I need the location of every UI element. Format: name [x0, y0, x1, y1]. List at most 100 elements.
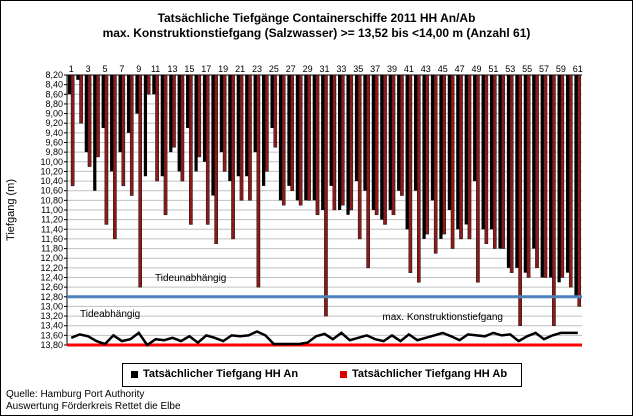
credit-text: Auswertung Förderkreis Rettet die Elbe — [6, 401, 181, 412]
y-tick-label: 13,80 — [40, 340, 63, 350]
y-tick-label: 9,80 — [45, 147, 63, 157]
bar-ab — [231, 74, 235, 240]
bar-ab — [400, 74, 404, 196]
bar-an — [338, 75, 342, 210]
y-tick-label: 12,60 — [40, 282, 63, 292]
bar-an — [354, 75, 359, 182]
bar-an — [532, 75, 536, 249]
bar-an — [177, 75, 181, 172]
x-tick-label: 25 — [269, 64, 279, 74]
bar-an — [456, 75, 460, 230]
bar-ab — [476, 74, 480, 283]
bar-ab — [214, 74, 218, 244]
bar-an — [473, 75, 477, 182]
y-tick-label: 8,20 — [45, 70, 63, 80]
x-tick-label: 1 — [69, 64, 74, 74]
bar-ab — [492, 74, 497, 249]
x-tick-label: 57 — [539, 64, 549, 74]
y-tick-label: 11,60 — [41, 234, 63, 244]
y-tick-label: 13,00 — [40, 301, 63, 311]
x-tick-label: 43 — [421, 64, 431, 74]
bar-ab — [104, 74, 109, 225]
bar-an — [489, 75, 494, 230]
bar-an — [110, 75, 114, 172]
label-tideunabhaengig: Tideunabhängig — [155, 273, 226, 284]
bar-an — [574, 75, 578, 297]
legend: Tatsächlicher Tiefgang HH An Tatsächlich… — [122, 363, 522, 387]
bar-an — [515, 75, 519, 268]
bar-ab — [146, 74, 151, 95]
x-tick-label: 51 — [488, 64, 498, 74]
x-tick-label: 29 — [303, 64, 313, 74]
legend-swatch-ab — [340, 370, 347, 378]
x-tick-label: 37 — [370, 64, 380, 74]
x-tick-label: 17 — [201, 64, 211, 74]
bar-an — [152, 75, 156, 95]
bar-ab — [96, 74, 100, 158]
y-tick-label: 10,60 — [40, 186, 63, 196]
chart-title: Tatsächliche Tiefgänge Containerschiffe … — [157, 11, 476, 25]
x-tick-label: 55 — [522, 64, 532, 74]
legend-swatch-an — [131, 370, 138, 378]
bar-ab — [79, 74, 83, 124]
y-tick-label: 8,40 — [45, 80, 63, 90]
legend-label-an: Tatsächlicher Tiefgang HH An — [143, 368, 299, 380]
bar-an — [481, 75, 485, 230]
y-tick-label: 8,60 — [45, 89, 63, 99]
bar-an — [118, 75, 122, 153]
bar-an — [329, 75, 333, 186]
bar-an — [346, 75, 350, 215]
bar-an — [202, 75, 207, 162]
bar-an — [549, 75, 553, 278]
y-tick-label: 13,40 — [40, 321, 63, 331]
bar-an — [540, 75, 544, 278]
bar-an — [312, 75, 316, 201]
bar-ab — [450, 74, 455, 249]
bar-an — [430, 75, 435, 201]
bar-ab — [197, 74, 202, 158]
bar-ab — [172, 74, 176, 148]
bar-ab — [467, 74, 472, 240]
x-tick-label: 41 — [404, 64, 414, 74]
bar-an — [439, 75, 443, 239]
bar-an — [295, 75, 300, 201]
bar-an — [84, 75, 88, 153]
bar-an — [143, 75, 148, 177]
bar-an — [76, 75, 80, 80]
bar-ab — [129, 74, 134, 196]
bar-an — [270, 75, 274, 129]
x-tick-label: 47 — [455, 64, 465, 74]
y-tick-label: 13,20 — [40, 311, 63, 321]
bar-an — [413, 75, 418, 191]
bar-ab — [205, 74, 210, 225]
bar-ab — [256, 74, 261, 288]
bar-ab — [374, 74, 379, 216]
x-tick-label: 13 — [168, 64, 178, 74]
bar-ab — [417, 74, 421, 283]
bar-ab — [273, 74, 278, 148]
bar-an — [523, 75, 527, 273]
bar-an — [464, 75, 468, 225]
bar-ab — [155, 74, 159, 182]
bar-an — [371, 75, 375, 210]
y-tick-label: 10,00 — [40, 157, 63, 167]
bar-ab — [248, 74, 252, 201]
bar-an — [211, 75, 215, 196]
bar-an — [93, 75, 97, 191]
bar-ab — [433, 74, 438, 254]
y-tick-label: 10,80 — [40, 195, 63, 205]
x-tick-label: 27 — [286, 64, 296, 74]
bar-an — [557, 75, 561, 283]
bar-an — [405, 75, 409, 230]
y-tick-label: 13,60 — [40, 330, 63, 340]
label-max-konstruktionstiefgang: max. Konstruktionstiefgang — [382, 312, 503, 323]
bar-ab — [341, 74, 345, 206]
y-tick-label: 12,20 — [40, 263, 63, 273]
y-tick-label: 9,60 — [45, 138, 63, 148]
bar-an — [363, 75, 367, 191]
y-tick-label: 8,80 — [45, 99, 63, 109]
x-tick-label: 3 — [86, 64, 91, 74]
x-tick-label: 39 — [387, 64, 397, 74]
bar-ab — [383, 74, 387, 225]
bar-an — [135, 75, 139, 114]
